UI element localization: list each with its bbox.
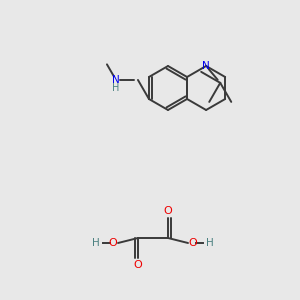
Text: O: O xyxy=(164,206,172,216)
Text: N: N xyxy=(202,61,210,71)
Text: O: O xyxy=(189,238,197,248)
Text: O: O xyxy=(134,260,142,270)
Text: H: H xyxy=(92,238,100,248)
Text: H: H xyxy=(206,238,214,248)
Text: H: H xyxy=(112,83,120,93)
Text: N: N xyxy=(112,75,120,85)
Text: O: O xyxy=(109,238,117,248)
